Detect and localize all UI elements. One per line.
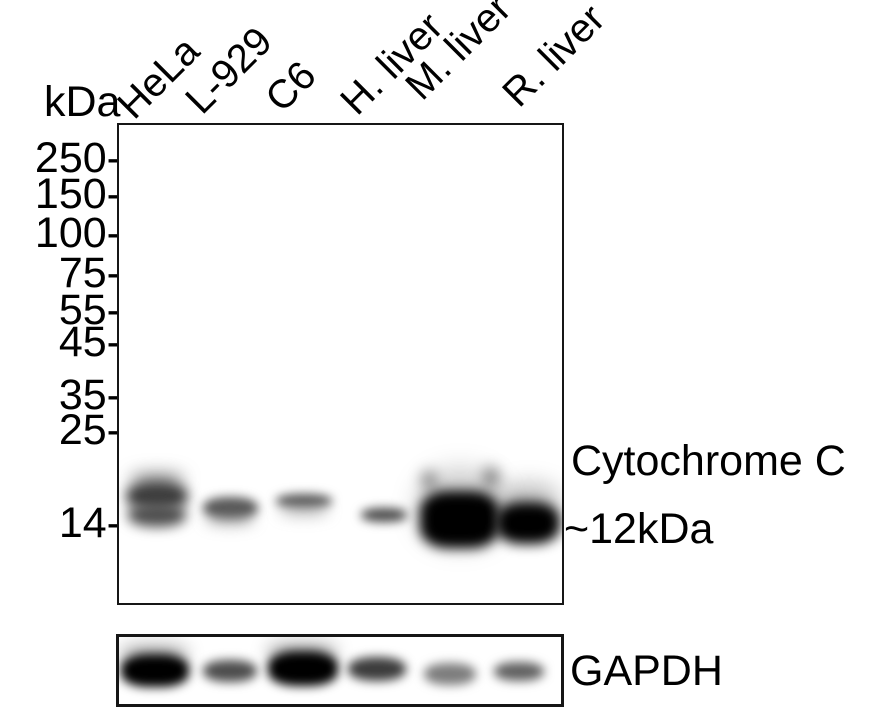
- band-cytc-m-liver: [420, 491, 499, 548]
- mw-marker-250: 250-: [34, 134, 121, 182]
- band-cytc-c6: [276, 494, 332, 508]
- band-cytc-r-liver: [496, 502, 560, 544]
- band-gapdh-r-liver: [494, 662, 544, 681]
- molecular-weight-label: ~12kDa: [564, 505, 714, 553]
- mw-marker-35: 35-: [58, 371, 121, 419]
- mw-marker-75: 75-: [58, 249, 121, 297]
- band-cytc-h-liver: [361, 508, 407, 522]
- band-gapdh-m-liver: [424, 663, 476, 685]
- band-cytc-m-liver-horn-left: [422, 471, 436, 489]
- band-cytc-l929-halo: [205, 513, 255, 526]
- mw-marker-55: 55-: [58, 286, 121, 334]
- band-cytc-l929: [203, 497, 258, 519]
- band-gapdh-l929: [203, 660, 257, 682]
- band-gapdh-c6: [268, 651, 338, 686]
- target-protein-label: Cytochrome C: [571, 437, 846, 485]
- kda-unit-label: kDa: [44, 78, 121, 126]
- loading-control-label: GAPDH: [570, 647, 723, 695]
- band-cytc-m-liver-horn-right: [483, 467, 499, 487]
- band-cytc-c6-halo: [279, 505, 329, 517]
- mw-marker-45: 45-: [58, 318, 121, 366]
- cytochrome-c-blot-panel: [117, 123, 564, 605]
- lane-label-text: C6: [257, 53, 325, 121]
- mw-marker-14: 14-: [58, 499, 121, 547]
- mw-marker-25: 25-: [58, 406, 121, 454]
- mw-marker-100: 100-: [34, 209, 121, 257]
- mw-marker-150: 150-: [34, 170, 121, 218]
- band-gapdh-h-liver: [348, 657, 406, 681]
- band-cytc-hela-lower: [128, 503, 186, 527]
- band-gapdh-hela: [121, 654, 189, 687]
- gapdh-blot-panel: [116, 634, 564, 707]
